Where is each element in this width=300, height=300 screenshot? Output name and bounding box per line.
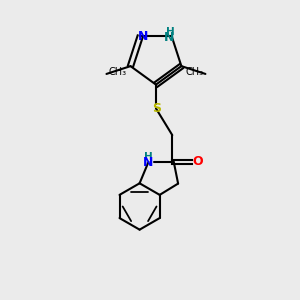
Text: CH₃: CH₃ — [109, 68, 127, 77]
Text: CH₃: CH₃ — [186, 68, 204, 77]
Text: S: S — [152, 102, 161, 115]
Text: N: N — [138, 30, 148, 43]
Text: N: N — [164, 31, 174, 44]
Text: N: N — [143, 156, 154, 169]
Text: O: O — [192, 155, 203, 168]
Text: H: H — [144, 152, 153, 161]
Text: H: H — [166, 27, 175, 37]
